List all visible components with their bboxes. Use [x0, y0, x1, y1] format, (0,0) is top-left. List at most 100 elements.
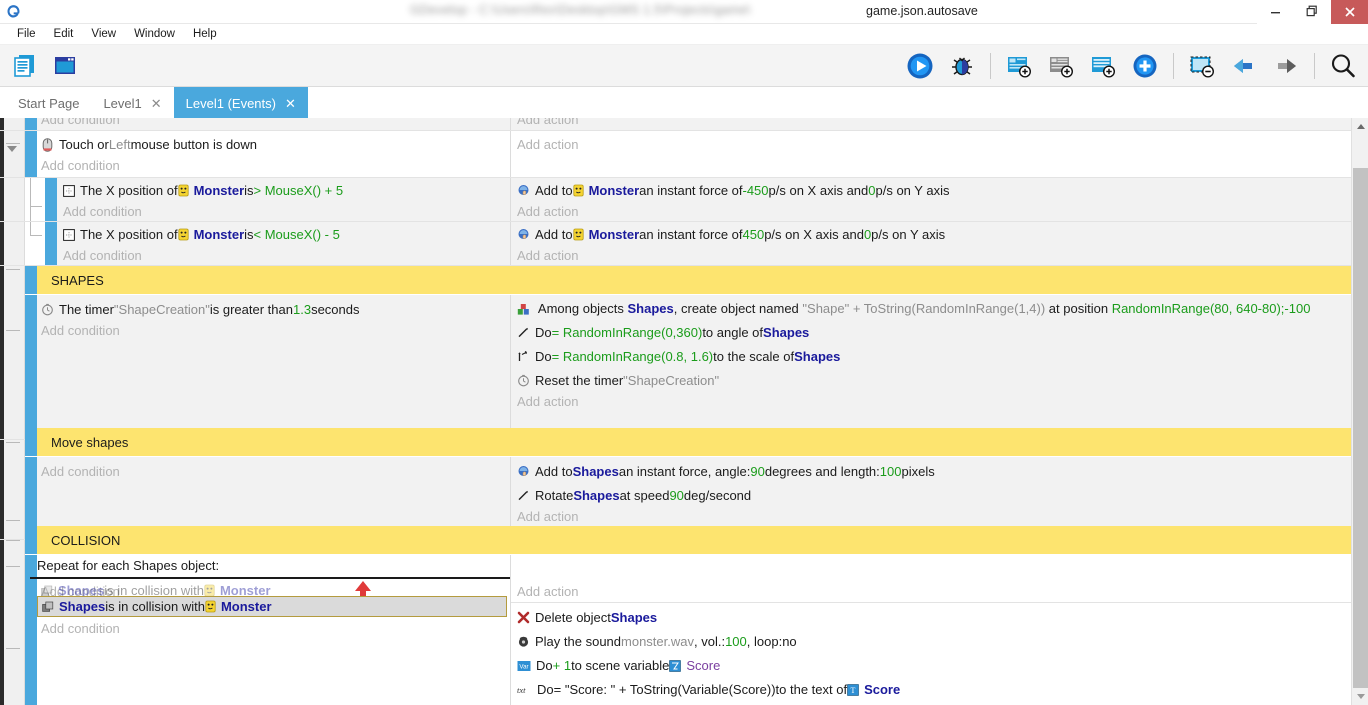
- svg-text:Var: Var: [519, 663, 528, 670]
- conditions-cell[interactable]: Repeat for each Shapes object:: [37, 555, 510, 705]
- search-icon[interactable]: [1326, 49, 1360, 83]
- selected-condition-row[interactable]: Shapes is in collision with Monster: [37, 596, 507, 617]
- toolbar-separator-3: [1314, 53, 1315, 79]
- preview-play-icon[interactable]: [903, 49, 937, 83]
- condition-row[interactable]: Touch or Left mouse button is down: [37, 131, 510, 155]
- condition-row[interactable]: Shapes is in collision with Monster: [38, 597, 506, 616]
- scroll-thumb[interactable]: [1353, 168, 1368, 688]
- restore-button[interactable]: [1294, 0, 1331, 24]
- scene-editor-icon[interactable]: [48, 49, 82, 83]
- action-number-2: 0: [868, 183, 876, 198]
- close-button[interactable]: [1331, 0, 1368, 24]
- actions-cell[interactable]: Among objects Shapes, create object name…: [510, 295, 1352, 439]
- condition-row[interactable]: The timer "ShapeCreation" is greater tha…: [37, 295, 510, 320]
- events-tree-gutter: [4, 118, 25, 705]
- action-row[interactable]: Play the sound monster.wav , vol.: 100 ,…: [511, 628, 1352, 652]
- tab-level1[interactable]: Level1 ✕: [91, 87, 173, 119]
- add-action-placeholder[interactable]: Add action: [517, 248, 579, 263]
- action-row[interactable]: Rotate Shapes at speed 90 deg/second: [511, 482, 1352, 506]
- actions-cell[interactable]: Add to Monster an instant force of -450 …: [510, 178, 1352, 221]
- project-manager-icon[interactable]: [8, 49, 42, 83]
- comment-move-shapes[interactable]: Move shapes: [37, 428, 1352, 456]
- comment-collision[interactable]: COLLISION: [37, 526, 1352, 554]
- tab-level1-events[interactable]: Level1 (Events) ✕: [173, 87, 308, 119]
- add-condition-placeholder[interactable]: Add condition: [41, 118, 120, 127]
- menu-view[interactable]: View: [91, 28, 117, 40]
- menu-file[interactable]: File: [17, 28, 36, 40]
- action-row[interactable]: txt Do = "Score: " + ToString(Variable(S…: [511, 676, 1352, 700]
- action-row[interactable]: Add to Shapes an instant force, angle: 9…: [511, 457, 1352, 482]
- add-condition-placeholder[interactable]: Add condition: [41, 464, 120, 479]
- actions-cell[interactable]: Add to Shapes an instant force, angle: 9…: [510, 457, 1352, 539]
- angle-icon: [517, 326, 530, 339]
- conditions-cell[interactable]: The X position of Monster is > MouseX() …: [57, 178, 510, 221]
- add-subevent-icon[interactable]: [1044, 49, 1078, 83]
- action-row[interactable]: Do = RandomInRange(0,360) to angle of Sh…: [511, 319, 1352, 343]
- add-action-placeholder[interactable]: Add action: [517, 137, 579, 152]
- actions-cell[interactable]: Add to Monster an instant force of 450 p…: [510, 222, 1352, 265]
- conditions-cell[interactable]: Add condition: [37, 457, 510, 539]
- condition-row[interactable]: The X position of Monster is < MouseX() …: [57, 222, 510, 245]
- conditions-cell[interactable]: The timer "ShapeCreation" is greater tha…: [37, 295, 510, 439]
- action-number-2: 100: [879, 464, 902, 479]
- actions-cell[interactable]: Add action: [510, 118, 1352, 130]
- add-condition-placeholder[interactable]: Add condition: [63, 204, 142, 219]
- add-action-placeholder[interactable]: Add action: [517, 204, 579, 219]
- add-action-placeholder[interactable]: Add action: [517, 394, 579, 409]
- add-action-placeholder[interactable]: Add action: [511, 700, 1352, 705]
- tab-start-page[interactable]: Start Page: [6, 87, 91, 119]
- add-condition-placeholder[interactable]: Add condition: [63, 248, 142, 263]
- scroll-up-arrow[interactable]: [1352, 118, 1368, 135]
- redo-icon[interactable]: [1269, 49, 1303, 83]
- add-action-placeholder[interactable]: Add action: [517, 118, 579, 127]
- minimize-button[interactable]: [1257, 0, 1294, 24]
- action-row[interactable]: Add to Monster an instant force of 450 p…: [511, 222, 1352, 245]
- action-row[interactable]: Reset the timer "ShapeCreation": [511, 367, 1352, 391]
- conditions-cell[interactable]: The X position of Monster is < MouseX() …: [57, 222, 510, 265]
- action-text-0: Reset the timer: [535, 373, 624, 388]
- action-text-0: Do: [535, 349, 552, 364]
- tab-close-icon[interactable]: ✕: [284, 95, 296, 111]
- variable-small-icon: [669, 659, 682, 672]
- action-row[interactable]: Add to Monster an instant force of -450 …: [511, 178, 1352, 201]
- toolbar-separator-2: [1173, 53, 1174, 79]
- action-text-3: p/s on Y axis: [871, 227, 946, 242]
- tree-tick: [6, 442, 20, 443]
- condition-row[interactable]: The X position of Monster is > MouseX() …: [57, 178, 510, 201]
- menu-help[interactable]: Help: [192, 28, 217, 40]
- monster-object-icon: [572, 228, 584, 241]
- action-row[interactable]: Do = RandomInRange(0.8, 1.6) to the scal…: [511, 343, 1352, 367]
- tree-tick: [6, 520, 20, 521]
- action-row[interactable]: Var Do + 1 to scene variable Score: [511, 652, 1352, 676]
- scroll-down-arrow[interactable]: [1352, 688, 1368, 705]
- comment-shapes[interactable]: SHAPES: [37, 266, 1352, 294]
- conditions-cell[interactable]: Add condition: [37, 118, 510, 130]
- action-text-2: deg/second: [683, 488, 752, 503]
- menu-window[interactable]: Window: [134, 28, 175, 40]
- add-action-placeholder[interactable]: Add action: [517, 509, 579, 524]
- conditions-cell[interactable]: Touch or Left mouse button is down Add c…: [37, 131, 510, 177]
- add-comment-icon[interactable]: [1086, 49, 1120, 83]
- add-condition-placeholder[interactable]: Add condition: [41, 621, 120, 636]
- add-action-placeholder-top[interactable]: Add action: [517, 584, 579, 599]
- menu-edit[interactable]: Edit: [53, 28, 74, 40]
- actions-cell[interactable]: Add action Delete object Shapes: [510, 555, 1352, 705]
- dragged-condition-ghost[interactable]: Shapes is in collision with Monster: [41, 580, 271, 601]
- create-object-icon: [517, 303, 530, 316]
- add-condition-placeholder[interactable]: Add condition: [41, 158, 120, 173]
- add-condition-placeholder[interactable]: Add condition: [41, 323, 120, 338]
- add-condition-placeholder-behind[interactable]: Add condition: [41, 584, 120, 599]
- action-row[interactable]: Delete object Shapes: [511, 602, 1352, 628]
- tab-close-icon[interactable]: ✕: [150, 95, 162, 111]
- add-event-icon[interactable]: [1002, 49, 1036, 83]
- action-row[interactable]: Among objects Shapes, create object name…: [511, 295, 1352, 319]
- delete-event-icon[interactable]: [1185, 49, 1219, 83]
- actions-cell[interactable]: Add action: [510, 131, 1352, 177]
- collapse-triangle-icon[interactable]: [7, 146, 17, 152]
- add-plus-icon[interactable]: [1128, 49, 1162, 83]
- events-sheet[interactable]: Add condition Add action Touch: [0, 118, 1368, 705]
- vertical-scrollbar[interactable]: [1351, 118, 1368, 705]
- undo-icon[interactable]: [1227, 49, 1261, 83]
- window-title-blurred: GDevelop - C:\Users\Rex\Desktop\GMS 1.5\…: [410, 2, 751, 17]
- debug-bug-icon[interactable]: [945, 49, 979, 83]
